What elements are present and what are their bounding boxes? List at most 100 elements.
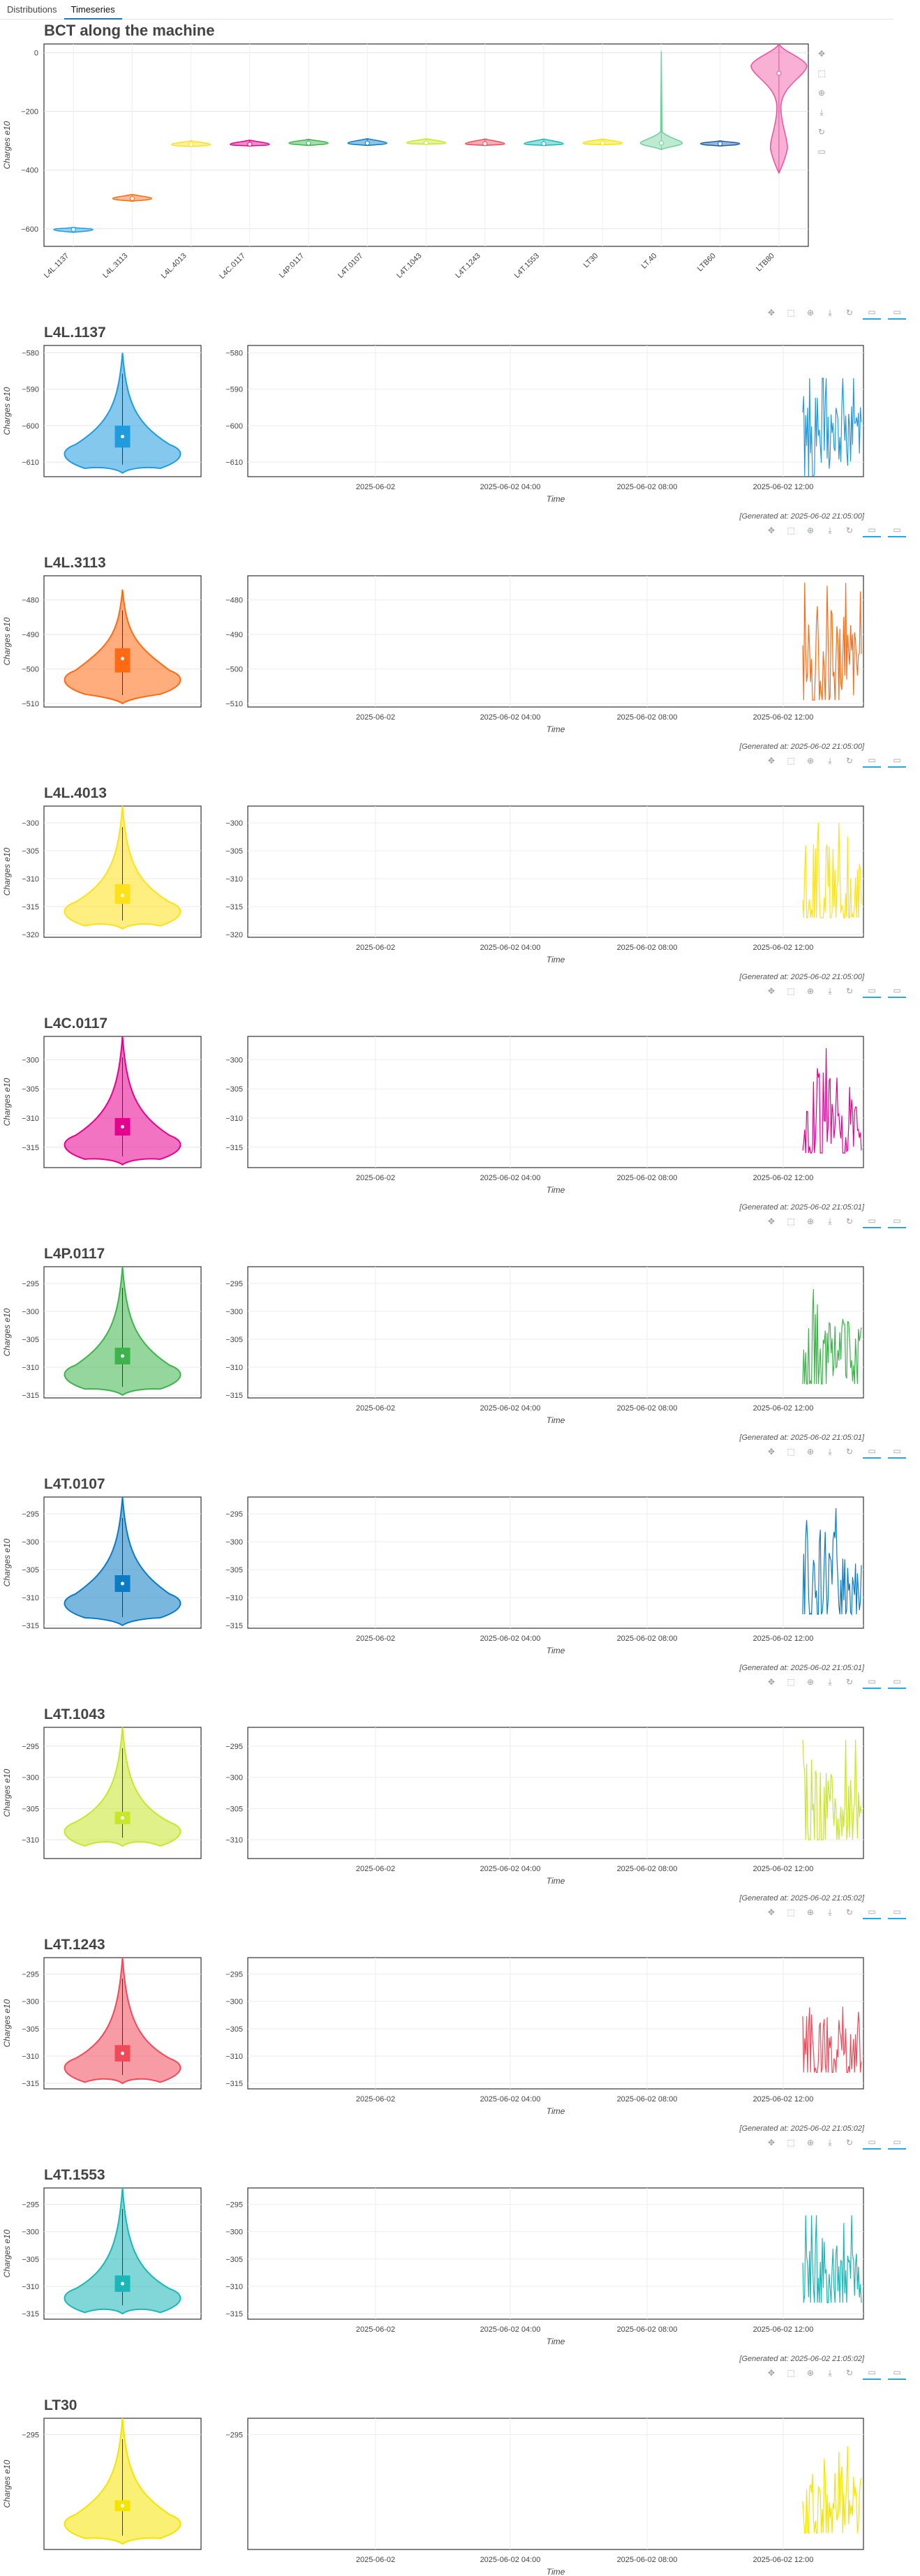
wheel-zoom-icon[interactable]: ⊕ <box>806 1907 815 1917</box>
violin-LT30[interactable] <box>582 138 623 146</box>
pan-icon[interactable]: ✥ <box>767 308 776 318</box>
hover-icon[interactable]: ▭ <box>888 1445 906 1459</box>
hover-icon[interactable]: ▭ <box>863 1445 881 1459</box>
reset-icon[interactable]: ↻ <box>845 986 854 996</box>
violin-L4L.4013[interactable] <box>170 140 212 147</box>
hover-icon[interactable]: ▭ <box>863 1214 881 1228</box>
hover-icon[interactable]: ▭ <box>863 2136 881 2150</box>
hover-icon[interactable]: ▭ <box>863 2366 881 2380</box>
violin-L4T.1243[interactable] <box>464 138 505 147</box>
reset-icon[interactable]: ↻ <box>845 1216 854 1226</box>
violin-LTB60[interactable] <box>699 140 741 147</box>
overview-violin-chart[interactable]: 0 −200 −400 −600 L4L.1137 L4L.3113 L4L.4013 L4C… <box>0 38 920 332</box>
box-zoom-icon[interactable]: ⬚ <box>817 68 826 78</box>
box-zoom-icon[interactable]: ⬚ <box>787 756 795 766</box>
save-icon[interactable]: ⤓ <box>828 525 832 535</box>
hover-icon[interactable]: ▭ <box>888 2136 906 2150</box>
hover-icon[interactable]: ▭ <box>888 306 906 320</box>
violin-L4T.0107[interactable] <box>347 137 388 147</box>
save-icon[interactable]: ⤓ <box>828 1676 832 1687</box>
wheel-zoom-icon[interactable]: ⊕ <box>806 756 815 766</box>
pan-icon[interactable]: ✥ <box>817 49 826 59</box>
reset-icon[interactable]: ↻ <box>845 1677 854 1687</box>
violin-L4P.0117[interactable] <box>288 138 329 147</box>
wheel-zoom-icon[interactable]: ⊕ <box>806 986 815 996</box>
pan-icon[interactable]: ✥ <box>767 2138 776 2147</box>
wheel-zoom-icon[interactable]: ⊕ <box>806 1677 815 1687</box>
section-charts-L4T.1553[interactable]: −295 −300 −305 −310 −315 Charges e10 −295 −300 −… <box>0 2185 920 2346</box>
hover-icon[interactable]: ▭ <box>888 1214 906 1228</box>
hover-icon[interactable]: ▭ <box>863 984 881 998</box>
save-icon[interactable]: ⤓ <box>828 2137 832 2147</box>
box-zoom-icon[interactable]: ⬚ <box>787 1447 795 1457</box>
section-charts-L4T.1043[interactable]: −295 −300 −305 −310 Charges e10 −295 −300 −305 −… <box>0 1725 920 1885</box>
section-charts-L4L.1137[interactable]: −580 −590 −600 −610 Charges e10 −580 −590 −600 −… <box>0 343 920 503</box>
reset-icon[interactable]: ↻ <box>845 1907 854 1917</box>
save-icon[interactable]: ⤓ <box>828 307 832 318</box>
wheel-zoom-icon[interactable]: ⊕ <box>806 526 815 535</box>
wheel-zoom-icon[interactable]: ⊕ <box>817 88 826 98</box>
hover-icon[interactable]: ▭ <box>863 754 881 768</box>
violin-L4T.1553[interactable] <box>524 138 564 147</box>
save-icon[interactable]: ⤓ <box>828 755 832 766</box>
pan-icon[interactable]: ✥ <box>767 526 776 535</box>
box-zoom-icon[interactable]: ⬚ <box>787 2368 795 2378</box>
violin-L4L.3113[interactable] <box>112 193 153 202</box>
section-charts-L4P.0117[interactable]: −295 −300 −305 −310 −315 Charges e10 −295 −300 −… <box>0 1264 920 1424</box>
violin-L4T.1043[interactable] <box>406 137 447 146</box>
box-zoom-icon[interactable]: ⬚ <box>787 1216 795 1226</box>
section-charts-L4T.0107[interactable]: −295 −300 −305 −310 −315 Charges e10 −295 −300 −… <box>0 1494 920 1655</box>
violin-LTB80[interactable] <box>750 43 808 174</box>
section-charts-L4T.1243[interactable]: −295 −300 −305 −310 −315 Charges e10 −295 −300 −… <box>0 1955 920 2115</box>
hover-icon[interactable]: ▭ <box>888 1905 906 1919</box>
box-zoom-icon[interactable]: ⬚ <box>787 1907 795 1917</box>
reset-icon[interactable]: ↻ <box>845 756 854 766</box>
hover-icon[interactable]: ▭ <box>888 523 906 537</box>
save-icon[interactable]: ⤓ <box>828 985 832 996</box>
pan-icon[interactable]: ✥ <box>767 1677 776 1687</box>
reset-icon[interactable]: ↻ <box>845 1447 854 1457</box>
hover-icon[interactable]: ▭ <box>888 2366 906 2380</box>
hover-icon[interactable]: ▭ <box>863 1905 881 1919</box>
box-zoom-icon[interactable]: ⬚ <box>787 308 795 318</box>
save-icon[interactable]: ⤓ <box>828 2367 832 2378</box>
box-zoom-icon[interactable]: ⬚ <box>787 2138 795 2147</box>
hover-icon[interactable]: ▭ <box>863 1675 881 1689</box>
hover-icon[interactable]: ▭ <box>888 754 906 768</box>
wheel-zoom-icon[interactable]: ⊕ <box>806 1216 815 1226</box>
violin-L4L.1137[interactable] <box>53 226 94 233</box>
box-zoom-icon[interactable]: ⬚ <box>787 986 795 996</box>
hover-icon[interactable]: ▭ <box>863 523 881 537</box>
save-icon[interactable]: ⤓ <box>828 1907 832 1917</box>
section-charts-L4L.4013[interactable]: −300 −305 −310 −315 −320 Charges e10 −300 −305 −… <box>0 803 920 964</box>
violin-L4C.0117[interactable] <box>230 140 270 147</box>
wheel-zoom-icon[interactable]: ⊕ <box>806 2368 815 2378</box>
save-icon[interactable]: ⤓ <box>819 107 824 117</box>
hover-icon[interactable]: ▭ <box>888 1675 906 1689</box>
reset-icon[interactable]: ↻ <box>845 2138 854 2147</box>
section-charts-L4C.0117[interactable]: −300 −305 −310 −315 Charges e10 −300 −305 −310 −… <box>0 1034 920 1194</box>
hover-icon[interactable]: ▭ <box>888 984 906 998</box>
pan-icon[interactable]: ✥ <box>767 1907 776 1917</box>
wheel-zoom-icon[interactable]: ⊕ <box>806 2138 815 2147</box>
wheel-zoom-icon[interactable]: ⊕ <box>806 308 815 318</box>
violin-LT.40[interactable] <box>639 51 683 151</box>
reset-icon[interactable]: ↻ <box>845 2368 854 2378</box>
tab-timeseries[interactable]: Timeseries <box>64 0 122 20</box>
reset-icon[interactable]: ↻ <box>845 308 854 318</box>
pan-icon[interactable]: ✥ <box>767 2368 776 2378</box>
pan-icon[interactable]: ✥ <box>767 1216 776 1226</box>
pan-icon[interactable]: ✥ <box>767 986 776 996</box>
wheel-zoom-icon[interactable]: ⊕ <box>806 1447 815 1457</box>
save-icon[interactable]: ⤓ <box>828 1446 832 1457</box>
pan-icon[interactable]: ✥ <box>767 1447 776 1457</box>
reset-icon[interactable]: ↻ <box>817 127 826 137</box>
section-charts-LT30[interactable]: −295 Charges e10 −295 2025-06-02 2025-06-02 … <box>0 2415 920 2576</box>
hover-icon[interactable]: ▭ <box>863 306 881 320</box>
box-zoom-icon[interactable]: ⬚ <box>787 1677 795 1687</box>
tab-distributions[interactable]: Distributions <box>7 4 57 15</box>
box-zoom-icon[interactable]: ⬚ <box>787 526 795 535</box>
hover-icon[interactable]: ▭ <box>817 147 826 156</box>
reset-icon[interactable]: ↻ <box>845 526 854 535</box>
pan-icon[interactable]: ✥ <box>767 756 776 766</box>
